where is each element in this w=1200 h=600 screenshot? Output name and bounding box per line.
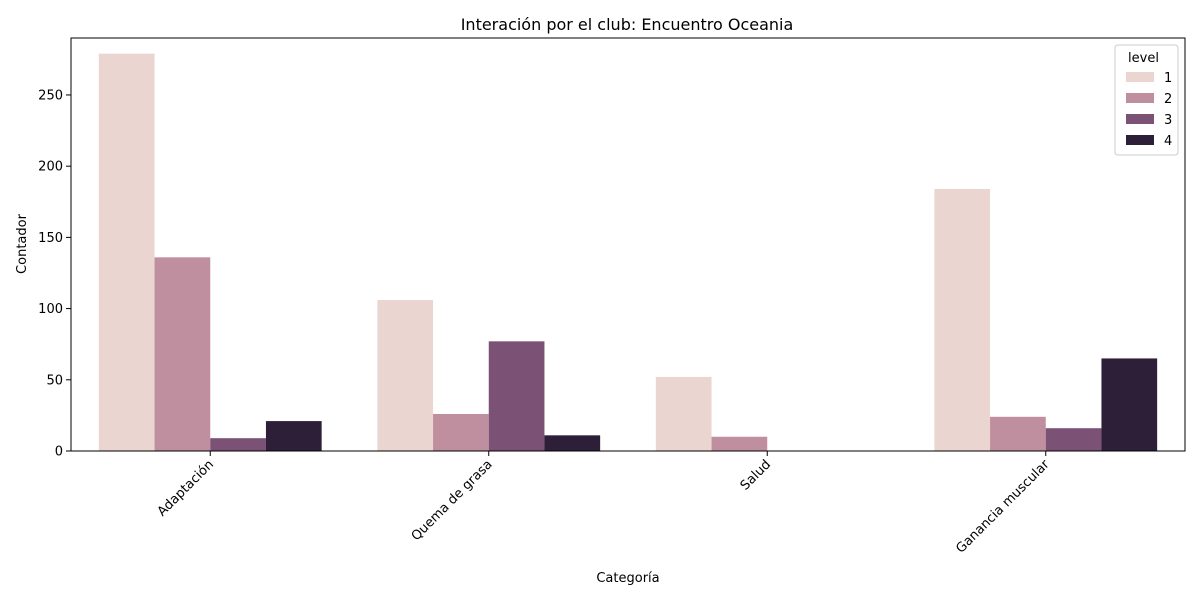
bar: [433, 413, 489, 451]
x-axis: Adaptación Quema de grasa Salud Ganancia mu…: [155, 451, 1053, 556]
x-tick-label: Ganancia muscular: [953, 457, 1053, 557]
legend-swatch: [1126, 93, 1154, 103]
bar: [377, 300, 434, 451]
legend-label: 1: [1164, 71, 1172, 86]
legend-label: 4: [1164, 134, 1172, 149]
chart-title: Interación por el club: Encuentro Oceani…: [461, 15, 794, 34]
bar: [488, 341, 545, 451]
y-tick-label: 150: [38, 231, 63, 246]
legend-swatch: [1126, 135, 1154, 145]
legend-swatch: [1126, 72, 1154, 82]
plot-area: [70, 37, 1186, 452]
bar: [544, 435, 601, 451]
legend-label: 2: [1164, 92, 1172, 107]
plot-frame: [70, 37, 1186, 452]
y-axis-label: Contador: [15, 213, 30, 274]
x-tick-label: Adaptación: [155, 457, 217, 519]
bar: [990, 416, 1046, 451]
bar: [265, 421, 322, 451]
bar: [154, 257, 211, 451]
y-tick-label: 0: [55, 445, 63, 460]
x-tick-label: Quema de grasa: [409, 457, 496, 544]
bar: [210, 438, 266, 451]
legend: level 1 2 3 4: [1114, 44, 1179, 156]
bar: [98, 53, 155, 452]
legend-title: level: [1128, 51, 1159, 66]
bar: [711, 436, 768, 451]
legend-label: 3: [1164, 113, 1172, 128]
y-tick-label: 50: [46, 373, 63, 388]
y-axis: 0 50 100 150 200 250: [38, 88, 71, 460]
bar: [1045, 428, 1102, 451]
legend-swatch: [1126, 114, 1154, 124]
bar: [934, 188, 991, 451]
y-tick-label: 250: [38, 88, 63, 103]
y-tick-label: 100: [38, 302, 63, 317]
x-tick-label: Salud: [738, 457, 774, 493]
x-axis-label: Categoría: [596, 571, 659, 586]
y-tick-label: 200: [38, 160, 63, 175]
bar: [655, 376, 712, 451]
bar: [1101, 358, 1158, 451]
